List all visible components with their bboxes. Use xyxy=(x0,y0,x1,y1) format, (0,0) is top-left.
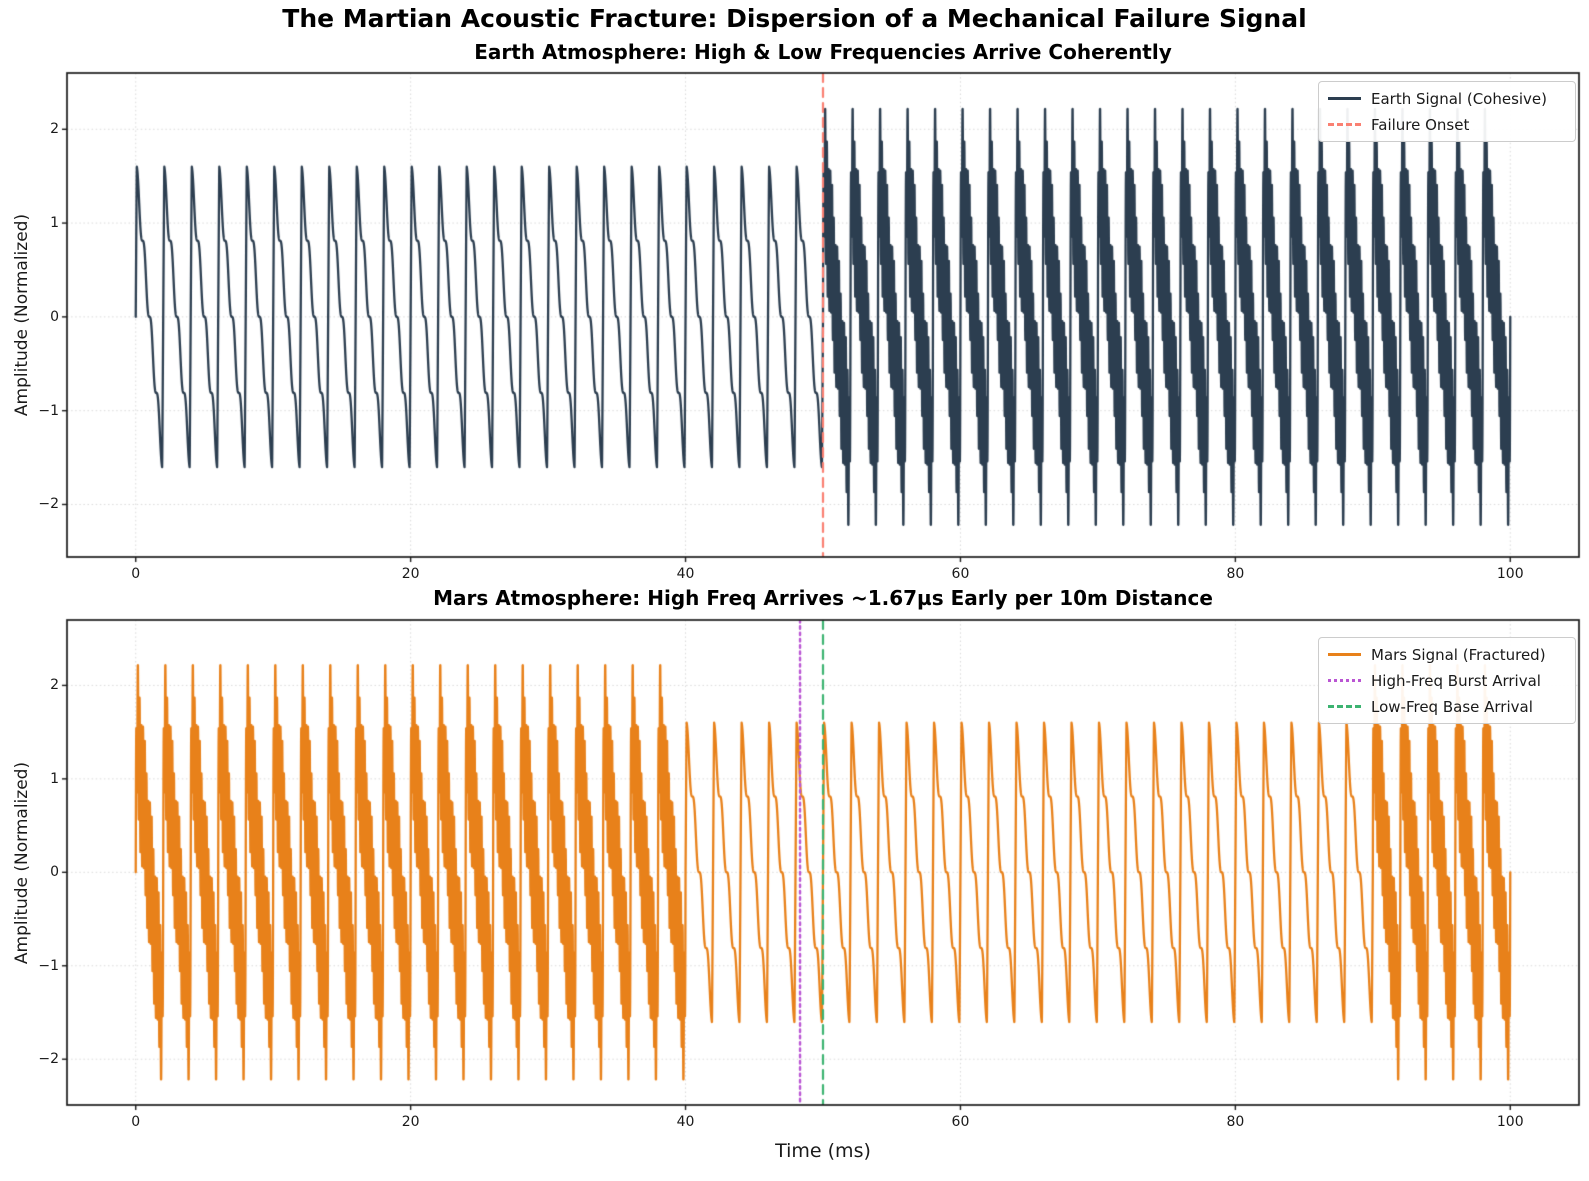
y-tick-label: −2 xyxy=(38,496,59,513)
legend-label: Low-Freq Base Arrival xyxy=(1371,697,1533,716)
legend-line-swatch xyxy=(1328,653,1361,656)
mars-subplot-title: Mars Atmosphere: High Freq Arrives ~1.67… xyxy=(433,586,1213,610)
legend-line-swatch xyxy=(1328,705,1361,708)
x-tick-label: 60 xyxy=(951,566,970,582)
x-axis-label: Time (ms) xyxy=(775,1140,871,1162)
x-tick-label: 20 xyxy=(401,1114,420,1130)
y-tick-label: 0 xyxy=(50,864,59,881)
legend-line-swatch xyxy=(1328,679,1361,682)
x-tick-label: 80 xyxy=(1226,566,1245,582)
legend-label: Mars Signal (Fractured) xyxy=(1371,645,1546,664)
legend-line-swatch xyxy=(1328,97,1361,100)
earth-subplot-title: Earth Atmosphere: High & Low Frequencies… xyxy=(474,40,1172,64)
legend-item: Low-Freq Base Arrival xyxy=(1328,697,1565,716)
y-tick-label: 0 xyxy=(50,308,59,325)
x-tick-label: 100 xyxy=(1496,1114,1524,1130)
legend-line-swatch xyxy=(1328,123,1361,126)
earth-legend: Earth Signal (Cohesive) Failure Onset xyxy=(1318,81,1576,142)
legend-label: High-Freq Burst Arrival xyxy=(1371,671,1541,690)
mars-legend: Mars Signal (Fractured) High-Freq Burst A… xyxy=(1318,637,1576,724)
figure-title: The Martian Acoustic Fracture: Dispersio… xyxy=(282,4,1307,33)
legend-label: Earth Signal (Cohesive) xyxy=(1371,89,1548,108)
legend-item: High-Freq Burst Arrival xyxy=(1328,671,1565,690)
y-tick-label: 2 xyxy=(50,121,59,138)
y-tick-label: 1 xyxy=(50,770,59,787)
y-tick-label: −1 xyxy=(38,957,59,974)
y-tick-label: 2 xyxy=(50,677,59,694)
x-tick-label: 80 xyxy=(1226,1114,1245,1130)
x-tick-label: 100 xyxy=(1496,566,1524,582)
x-tick-label: 20 xyxy=(401,566,420,582)
y-tick-label: −1 xyxy=(38,402,59,419)
mars-y-axis-label: Amplitude (Normalized) xyxy=(12,761,32,964)
x-tick-label: 60 xyxy=(951,1114,970,1130)
legend-item: Mars Signal (Fractured) xyxy=(1328,645,1565,664)
legend-label: Failure Onset xyxy=(1371,115,1470,134)
x-tick-label: 40 xyxy=(676,1114,695,1130)
legend-item: Earth Signal (Cohesive) xyxy=(1328,89,1565,108)
y-tick-label: −2 xyxy=(38,1051,59,1068)
legend-item: Failure Onset xyxy=(1328,115,1565,134)
x-tick-label: 0 xyxy=(131,566,141,582)
y-tick-label: 1 xyxy=(50,215,59,232)
x-tick-label: 40 xyxy=(676,566,695,582)
x-tick-label: 0 xyxy=(131,1114,141,1130)
